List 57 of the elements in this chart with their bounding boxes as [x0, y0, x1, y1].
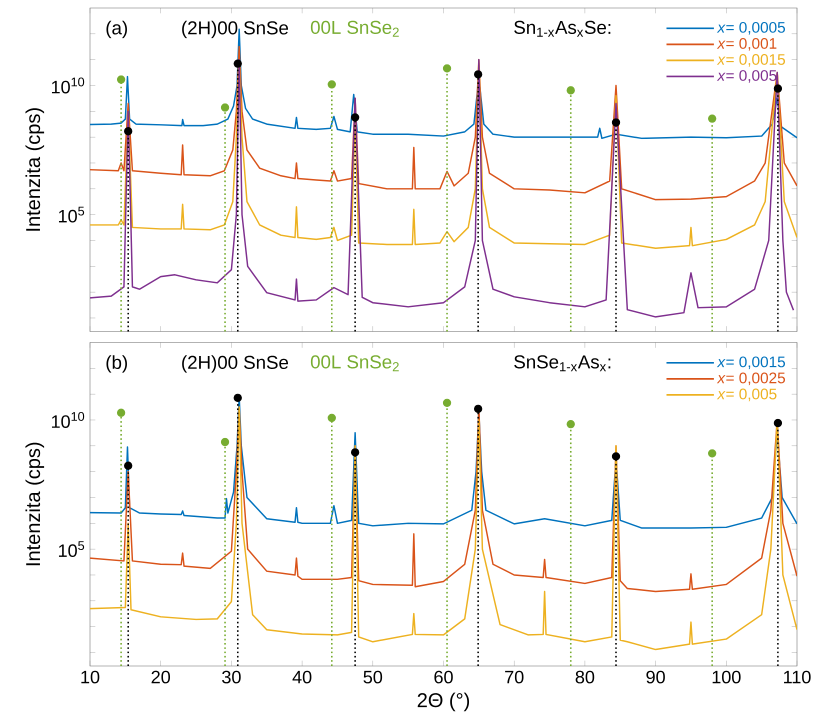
point	[442, 64, 452, 72]
y-axis-title: Intenzita (cps)	[25, 108, 44, 231]
x-tick-label: 10	[81, 670, 100, 684]
legend-label: x= 0,0005	[716, 22, 786, 35]
x-tick-label: 60	[434, 670, 453, 684]
y-tick-label: 10$^{5}$	[58, 541, 84, 558]
point	[474, 404, 482, 413]
point	[220, 103, 230, 112]
annotation: (a)	[106, 20, 127, 38]
point	[566, 420, 575, 428]
point	[442, 398, 452, 407]
point	[124, 462, 132, 470]
x-tick-label: 30	[222, 670, 241, 684]
y-tick-label: 10$^{5}$	[58, 206, 84, 223]
point	[612, 452, 620, 461]
point	[220, 438, 230, 446]
x-tick-label: 40	[292, 670, 312, 684]
point	[328, 414, 336, 422]
x-tick-label: 110	[784, 670, 811, 684]
legend-label: x= 0,0015	[716, 54, 786, 67]
legend-title: Sn$_{1-x}$As$_{x}$Se:	[514, 20, 610, 37]
text: x= 0,0015	[716, 356, 786, 370]
point	[474, 70, 482, 78]
x-tick-label: 90	[646, 670, 665, 684]
point	[328, 80, 336, 89]
x-tick-label: 70	[505, 670, 524, 684]
point	[774, 84, 782, 93]
point	[708, 114, 716, 123]
y-axis-title: Intenzita (cps)	[25, 442, 44, 566]
y-tick-label: 10$^{10}$	[52, 412, 84, 428]
legend-label: x= 0,001	[716, 38, 776, 51]
point	[234, 394, 242, 402]
point	[350, 448, 360, 456]
legend-title: SnSe$_{1-x}$As$_{x}$:	[514, 355, 610, 372]
point	[612, 118, 620, 127]
x-tick-label: 80	[576, 670, 594, 684]
point	[774, 418, 782, 428]
text: 00L SnSe$_{2}$	[310, 20, 399, 37]
annotation: (b)	[106, 355, 127, 373]
x-tick-label: 50	[364, 670, 382, 684]
text: x= 0,0025	[716, 372, 786, 386]
y-tick-label: 10$^{10}$	[52, 78, 84, 94]
point	[566, 86, 575, 94]
line-series	[90, 406, 798, 650]
point	[350, 113, 360, 122]
point	[116, 75, 126, 84]
x-tick-label: 100	[712, 670, 741, 684]
point	[234, 60, 242, 68]
text: 00L SnSe$_{2}$	[310, 355, 399, 372]
series-label: (2H)00 SnSe	[182, 355, 288, 373]
series-label: (2H)00 SnSe	[182, 20, 288, 38]
point	[124, 127, 132, 136]
point	[708, 449, 716, 458]
x-axis-title: 2Θ (°)	[418, 692, 470, 712]
x-tick-label: 20	[152, 670, 170, 684]
point	[116, 408, 126, 417]
series-label: x= 0,005	[716, 388, 776, 402]
